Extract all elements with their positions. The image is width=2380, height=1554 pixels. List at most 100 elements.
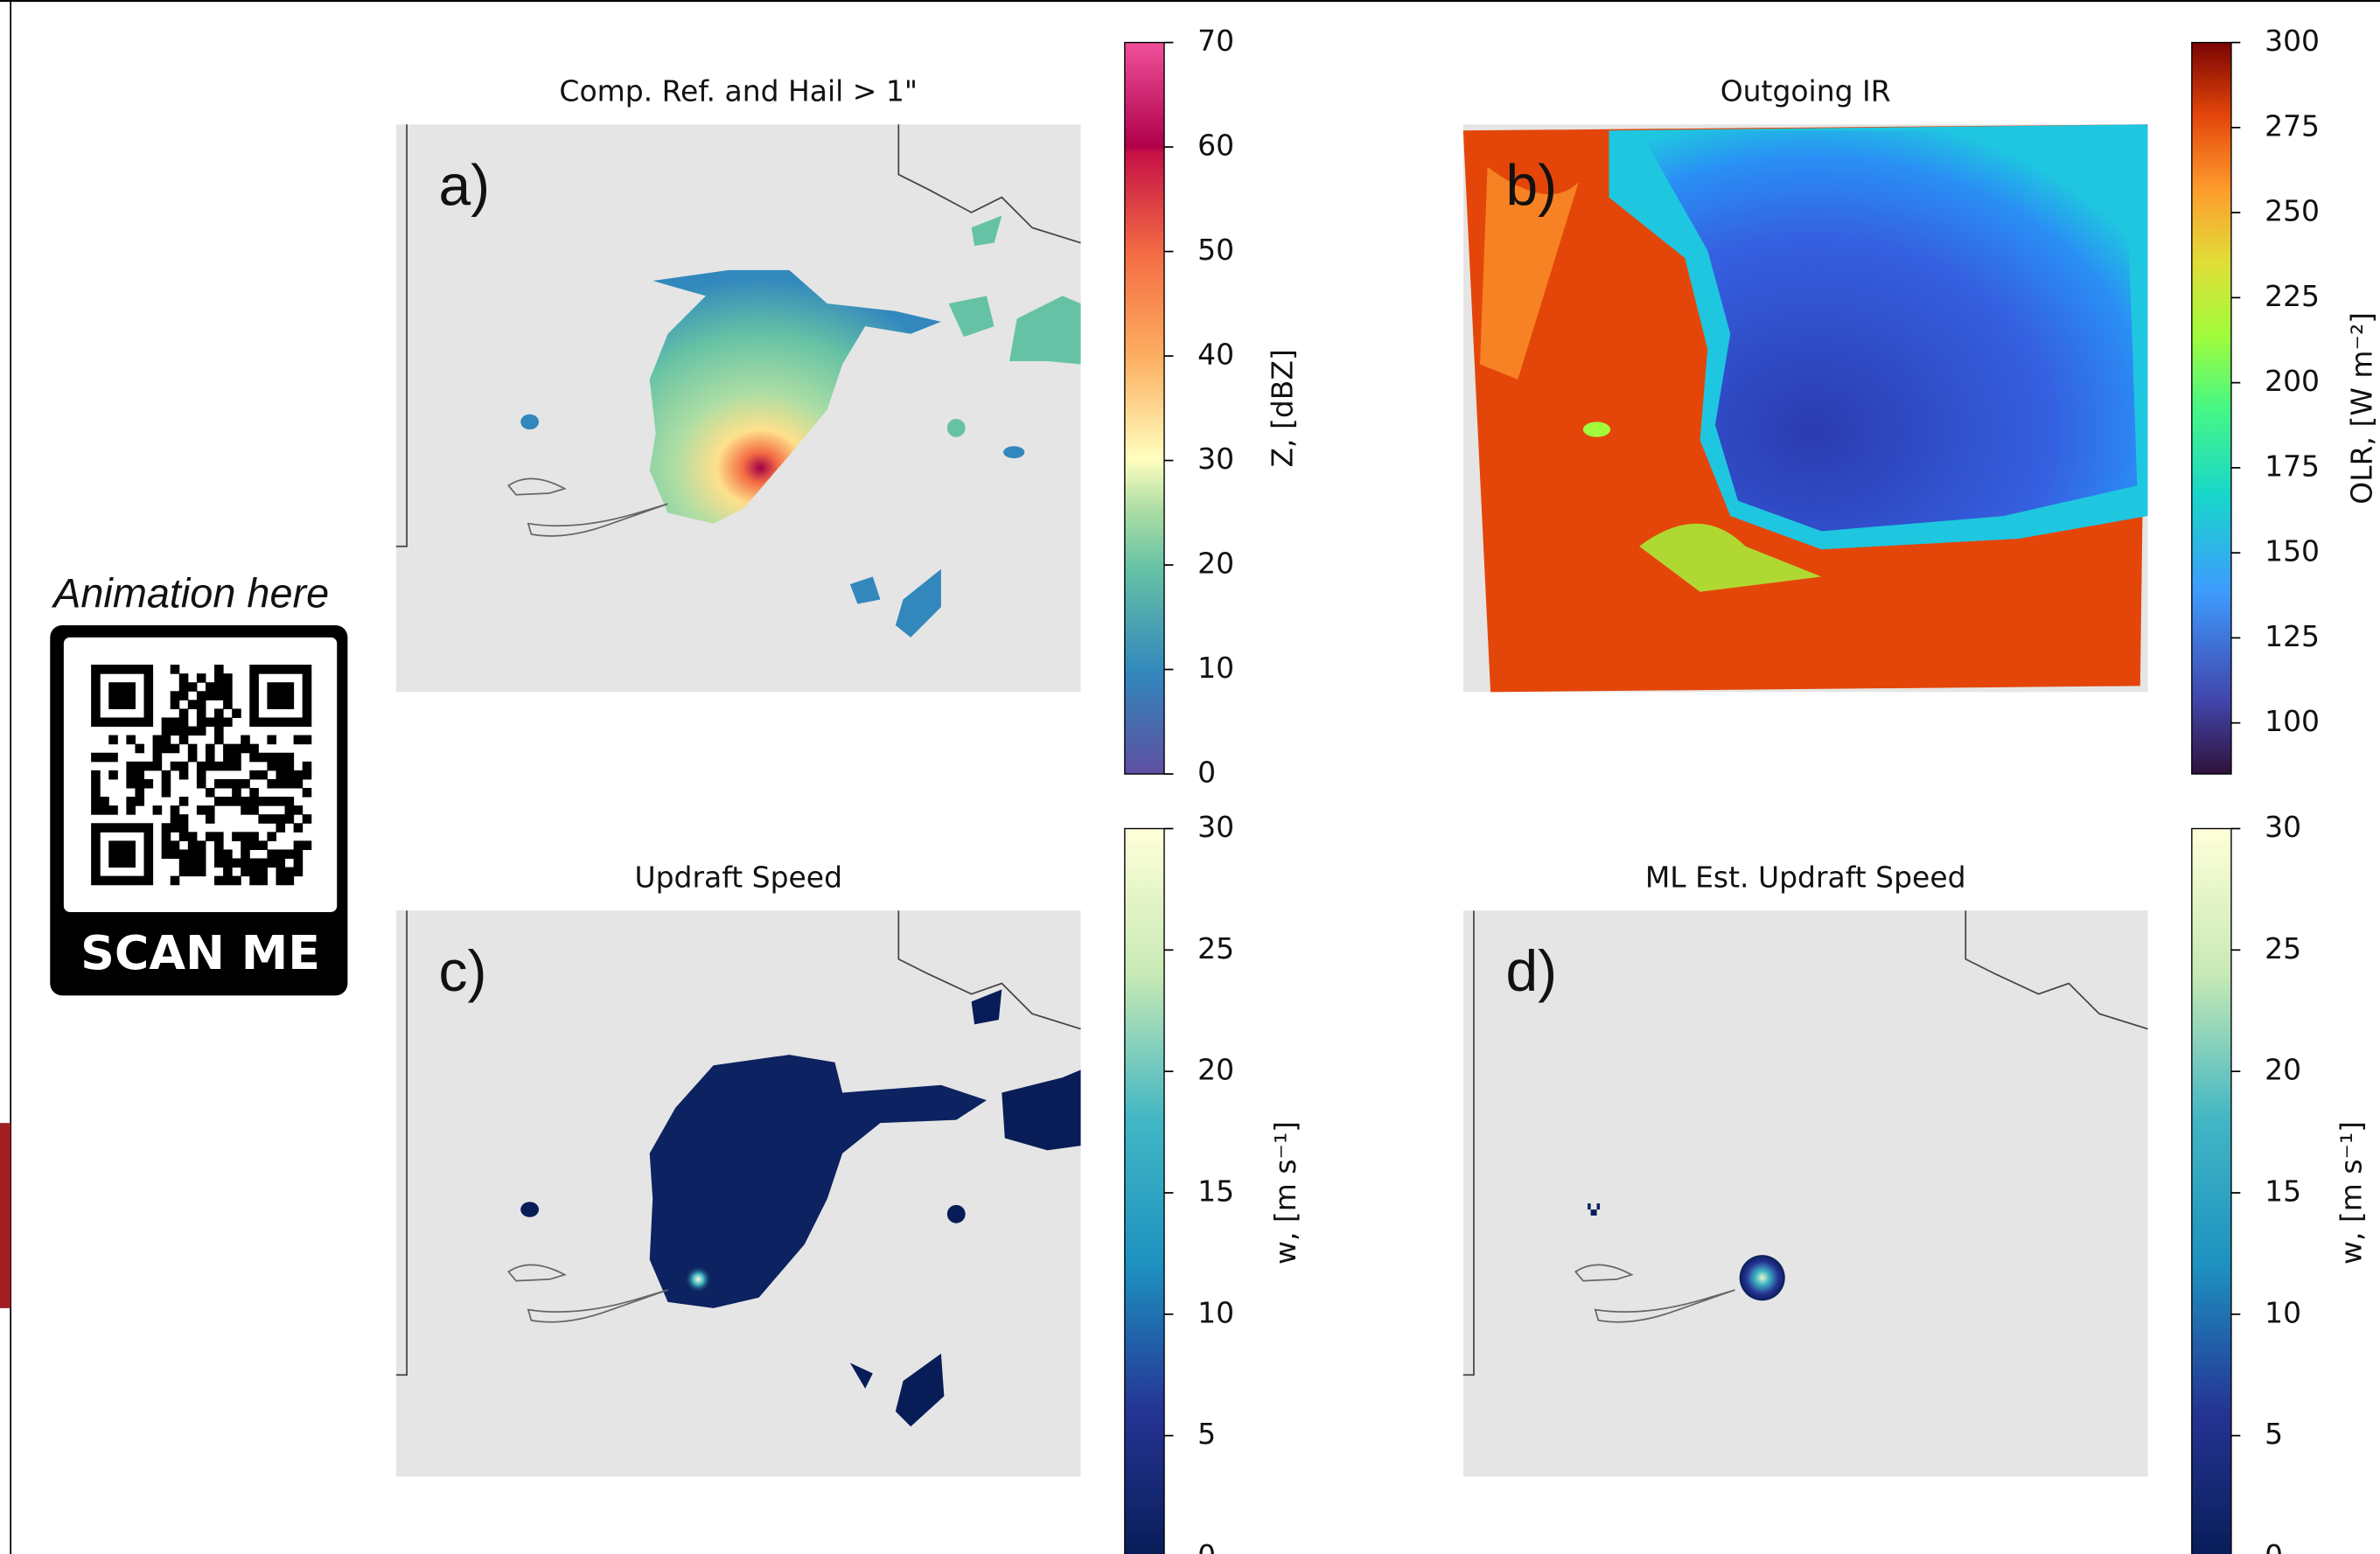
qr-module (267, 779, 276, 789)
qr-module (108, 859, 118, 868)
qr-module (267, 700, 276, 709)
qr-module (197, 691, 206, 700)
qr-module (223, 779, 233, 789)
qr-module (108, 691, 118, 700)
colorbar-tick-label: 125 (2265, 619, 2320, 653)
qr-module (276, 814, 285, 824)
qr-module (249, 805, 259, 815)
qr-module (188, 727, 198, 736)
qr-module (91, 665, 101, 674)
qr-module (249, 673, 259, 683)
colorbar-label: Z, [dBZ] (1266, 349, 1300, 467)
qr-module (267, 832, 276, 841)
qr-module (91, 779, 101, 789)
qr-module (276, 849, 285, 859)
qr-module (258, 797, 268, 806)
qr-module (171, 805, 180, 815)
colorbar-tick-label: 20 (1197, 547, 1234, 581)
qr-module (214, 840, 224, 850)
colorbar-label: w, [m s⁻¹] (2334, 1121, 2368, 1265)
qr-module (258, 665, 268, 674)
qr-module (294, 859, 304, 868)
qr-module (249, 868, 259, 877)
qr-module (232, 832, 241, 841)
colorbar-tick-label: 40 (1197, 338, 1234, 372)
qr-module (267, 717, 276, 727)
qr-module (294, 849, 304, 859)
qr-module (144, 823, 154, 833)
colorbar-tick-label: 0 (1197, 1538, 1216, 1554)
qr-module (276, 868, 285, 877)
qr-module (179, 735, 189, 745)
colorbar-tick-label: 5 (1197, 1417, 1216, 1451)
qr-module (91, 700, 101, 709)
qr-module (179, 868, 189, 877)
map-a (396, 124, 1081, 692)
qr-module (214, 727, 224, 736)
qr-module (135, 779, 144, 789)
qr-module (303, 814, 312, 824)
qr-module (223, 673, 233, 683)
page: {"chart_data": [ {"type": "map", "title"… (0, 0, 2380, 1554)
qr-module (241, 859, 250, 868)
qr-module (214, 797, 224, 806)
qr-module (144, 717, 154, 727)
qr-module (91, 682, 101, 692)
qr-module (91, 691, 101, 700)
colorbar-ramp (2192, 43, 2231, 774)
qr-caption: Animation here (51, 570, 329, 616)
qr-module (91, 849, 101, 859)
qr-module (179, 673, 189, 683)
qr-module (303, 762, 312, 771)
qr-module (232, 744, 241, 754)
colorbar-tick-label: 5 (2265, 1417, 2283, 1451)
qr-module (249, 691, 259, 700)
qr-module (108, 735, 118, 745)
qr-module (267, 762, 276, 771)
qr-module (91, 708, 101, 718)
qr-module (162, 832, 171, 841)
qr-module (285, 682, 295, 692)
qr-module (91, 788, 101, 798)
qr-module (197, 859, 206, 868)
colorbar-tick-label: 30 (1197, 810, 1234, 844)
qr-module (241, 735, 250, 745)
colorbar-tick-label: 30 (1197, 442, 1234, 476)
qr-module (188, 682, 198, 692)
qr-module (285, 779, 295, 789)
qr-module (232, 762, 241, 771)
qr-module (100, 823, 109, 833)
qr-module (267, 797, 276, 806)
qr-module (179, 770, 189, 780)
qr-module (144, 665, 154, 674)
qr-module (108, 700, 118, 709)
qr-module (171, 814, 180, 824)
qr-module (285, 717, 295, 727)
qr-module (223, 849, 233, 859)
qr-module (144, 840, 154, 850)
qr-module (285, 868, 295, 877)
qr-module (197, 700, 206, 709)
qr-module (249, 797, 259, 806)
qr-module (100, 805, 109, 815)
qr-module (135, 823, 144, 833)
qr-module (126, 779, 136, 789)
colorbar-tick-label: 10 (2265, 1295, 2301, 1329)
colorbar-ramp (2192, 829, 2231, 1554)
colorbar-tick-label: 250 (2265, 194, 2320, 228)
qr-module (258, 840, 268, 850)
qr-module (258, 770, 268, 780)
qr-module (206, 691, 215, 700)
qr-module (91, 859, 101, 868)
qr-module (241, 797, 250, 806)
qr-module (144, 673, 154, 683)
qr-module (241, 744, 250, 754)
qr-button[interactable]: SCAN ME (80, 925, 320, 980)
qr-module (171, 823, 180, 833)
qr-module (303, 735, 312, 745)
qr-module (91, 868, 101, 877)
qr-module (144, 762, 154, 771)
qr-module (276, 717, 285, 727)
qr-module (223, 868, 233, 877)
